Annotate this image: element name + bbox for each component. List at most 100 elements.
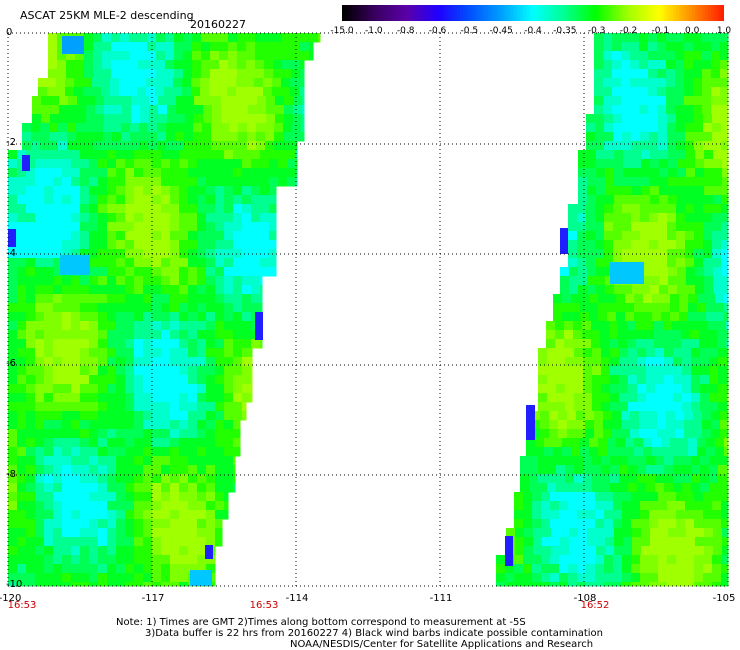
data-cell: [17, 267, 27, 277]
data-cell: [233, 339, 243, 349]
data-cell: [71, 519, 81, 529]
data-cell: [84, 33, 94, 43]
data-cell: [224, 456, 234, 466]
data-cell: [143, 240, 153, 250]
colorbar-swatch: [666, 5, 671, 21]
data-cell: [233, 240, 243, 250]
colorbar-swatch: [593, 5, 598, 21]
data-cell: [179, 420, 189, 430]
data-cell: [71, 528, 81, 538]
data-cell: [224, 339, 234, 349]
data-cell: [309, 33, 319, 43]
data-cell: [188, 420, 198, 430]
data-cell: [292, 132, 302, 142]
data-cell: [604, 555, 614, 565]
data-cell: [691, 483, 701, 493]
data-cell: [676, 231, 686, 241]
data-cell: [98, 195, 108, 205]
data-cell: [8, 384, 18, 394]
data-cell: [553, 447, 563, 457]
data-cell: [592, 483, 602, 493]
data-cell: [86, 105, 96, 115]
data-cell: [713, 546, 723, 556]
data-cell: [107, 303, 117, 313]
data-cell: [206, 204, 216, 214]
data-cell: [89, 204, 99, 214]
data-cell: [17, 582, 27, 587]
data-cell: [26, 285, 36, 295]
data-cell: [703, 258, 713, 268]
data-cell: [720, 429, 729, 439]
data-cell: [300, 69, 305, 79]
data-cell: [44, 447, 54, 457]
data-cell: [236, 87, 246, 97]
data-cell: [170, 249, 180, 259]
data-cell: [224, 321, 234, 331]
data-cell: [278, 159, 288, 169]
data-cell: [89, 213, 99, 223]
data-cell: [62, 474, 72, 484]
data-cell: [224, 222, 234, 232]
data-cell: [125, 474, 135, 484]
data-cell: [274, 132, 284, 142]
data-cell: [691, 357, 701, 367]
data-cell: [212, 114, 222, 124]
data-cell: [688, 312, 698, 322]
data-cell: [649, 222, 659, 232]
data-cell: [35, 150, 45, 160]
data-cell: [694, 555, 704, 565]
data-cell: [71, 384, 81, 394]
data-cell: [134, 339, 144, 349]
data-cell: [668, 168, 678, 178]
data-cell: [85, 141, 95, 151]
data-cell: [53, 537, 63, 547]
data-cell: [161, 168, 171, 178]
data-cell: [595, 114, 605, 124]
data-cell: [215, 330, 225, 340]
data-cell: [224, 393, 234, 403]
time-label: 16:53: [7, 600, 37, 611]
data-cell: [101, 78, 111, 88]
data-cell: [143, 204, 153, 214]
data-cell: [703, 204, 713, 214]
data-cell: [233, 420, 241, 430]
data-cell: [603, 78, 613, 88]
data-cell: [667, 222, 677, 232]
data-cell: [98, 357, 108, 367]
data-cell: [143, 564, 153, 574]
data-cell: [547, 456, 557, 466]
data-cell: [596, 546, 606, 556]
data-cell: [179, 159, 189, 169]
data-cell: [44, 150, 54, 160]
data-cell: [224, 303, 234, 313]
data-cell: [143, 222, 153, 232]
data-cell: [639, 411, 649, 421]
data-cell: [125, 294, 135, 304]
data-cell: [715, 294, 725, 304]
data-cell: [71, 492, 81, 502]
data-cell: [538, 402, 548, 412]
data-cell: [613, 204, 623, 214]
data-cell: [236, 78, 246, 88]
data-cell: [35, 483, 45, 493]
data-cell: [107, 240, 117, 250]
data-cell: [17, 402, 27, 412]
data-cell: [134, 474, 144, 484]
data-cell: [62, 222, 72, 232]
data-cell: [684, 96, 694, 106]
data-cell: [666, 429, 676, 439]
data-cell: [246, 60, 256, 70]
data-cell: [147, 60, 157, 70]
data-cell: [192, 69, 202, 79]
data-cell: [233, 330, 243, 340]
data-cell: [188, 411, 198, 421]
data-cell: [632, 186, 642, 196]
data-cell: [664, 366, 674, 376]
data-cell: [673, 375, 683, 385]
data-cell: [134, 177, 144, 187]
data-cell: [116, 483, 126, 493]
data-cell: [532, 492, 542, 502]
data-cell: [179, 222, 189, 232]
data-cell: [125, 366, 135, 376]
data-cell: [649, 141, 659, 151]
